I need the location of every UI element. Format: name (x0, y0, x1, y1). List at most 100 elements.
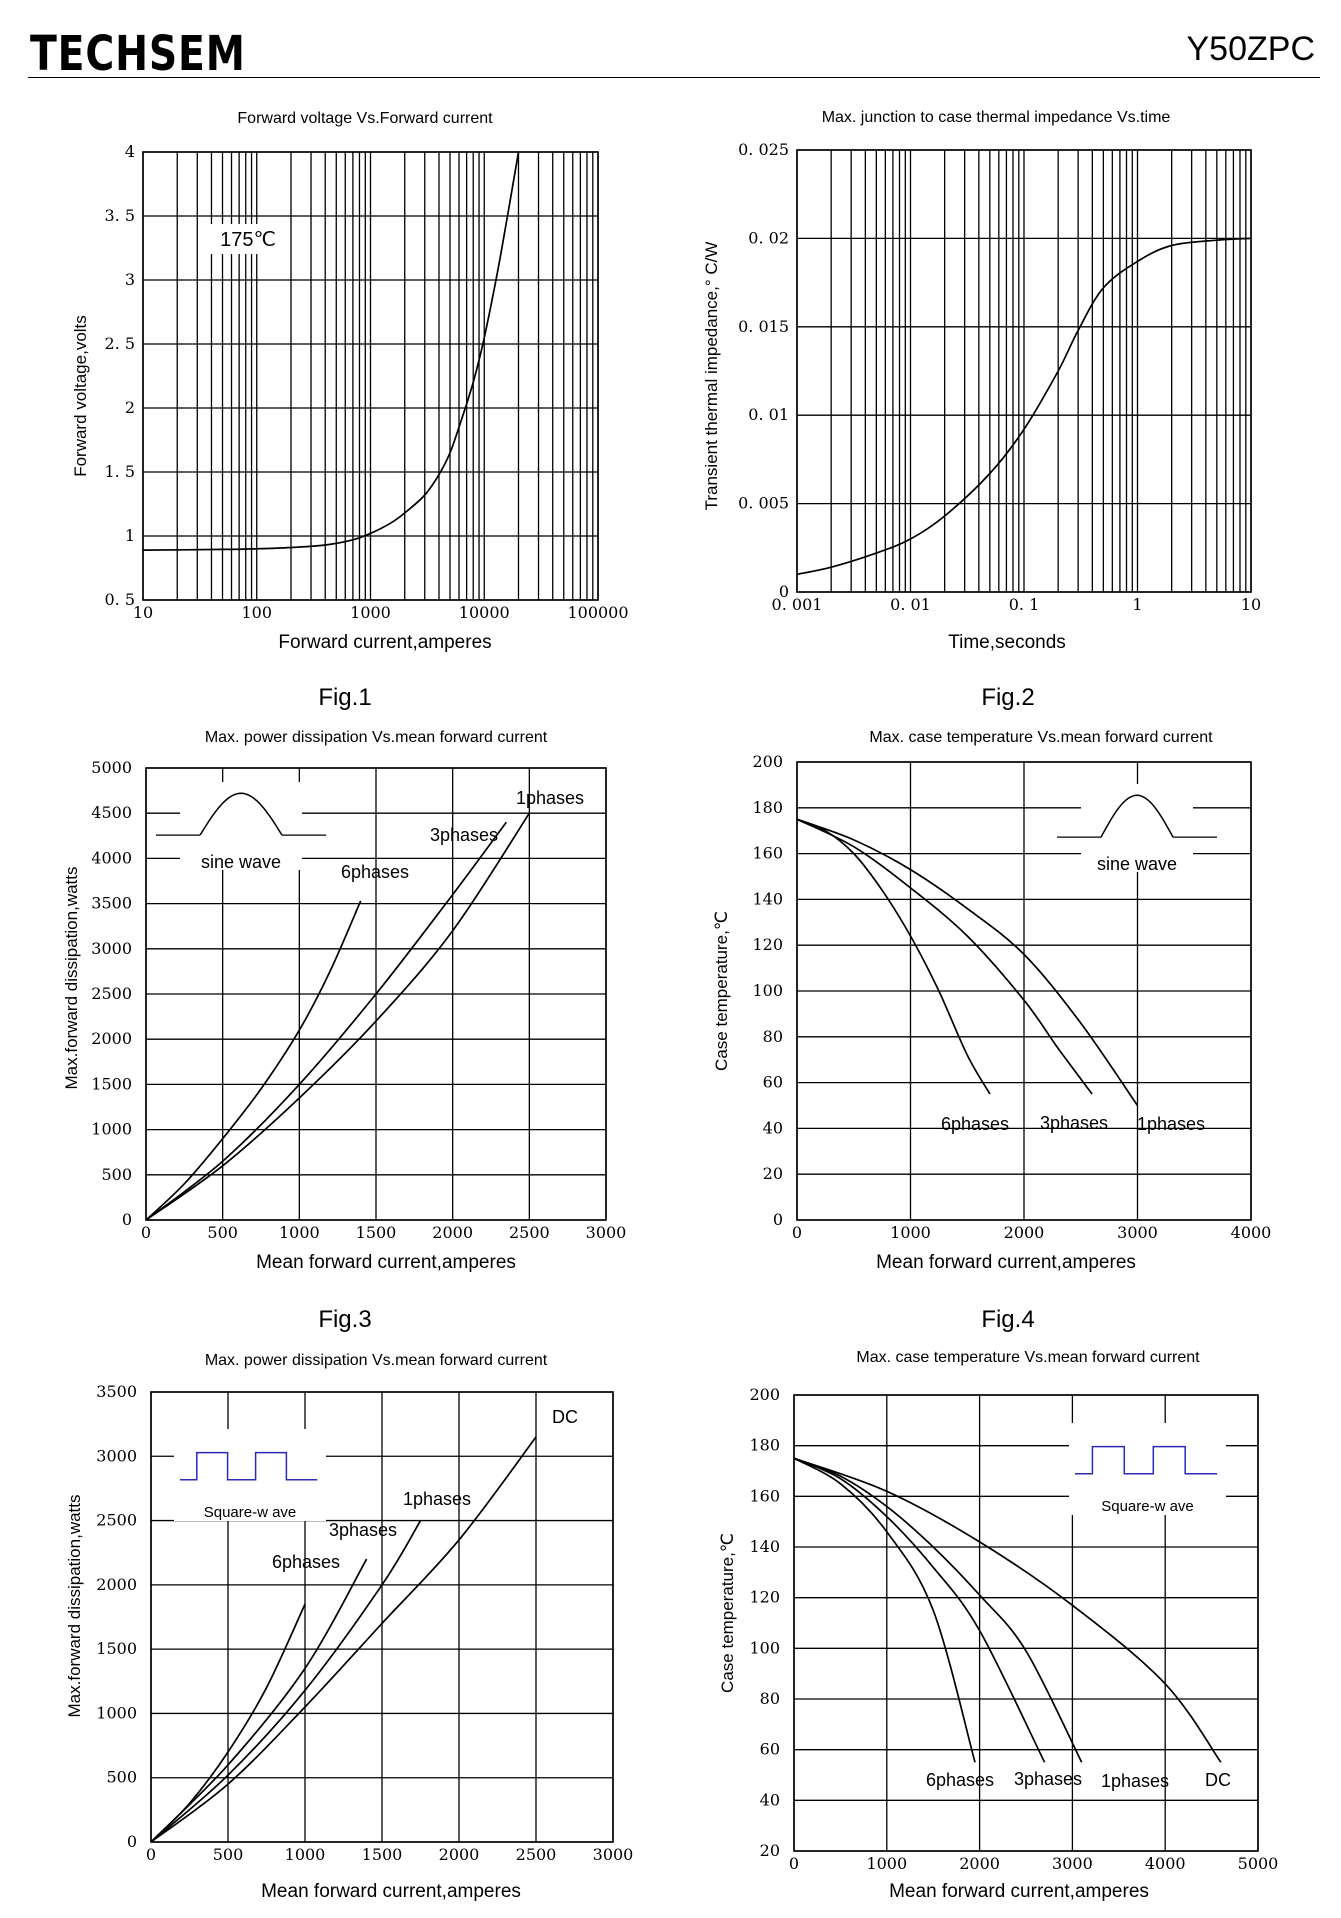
y-tick-label: 40 (760, 1790, 780, 1809)
chart-title: Forward voltage Vs.Forward current (237, 110, 493, 127)
x-tick-label: 4000 (1231, 1223, 1272, 1242)
x-tick-label: 3000 (1117, 1223, 1158, 1242)
x-tick-label: 0 (792, 1223, 802, 1242)
inset-background (1081, 784, 1193, 872)
series-label-3phases: 3phases (1014, 1769, 1082, 1789)
y-tick-label: 0 (122, 1210, 132, 1229)
series-label-6phases: 6phases (272, 1552, 340, 1572)
x-tick-label: 0 (146, 1845, 156, 1864)
plot-frame (142, 151, 599, 601)
figure-caption-2: Fig.2 (981, 684, 1035, 711)
y-tick-label: 160 (752, 844, 783, 863)
x-axis-label: Mean forward current,amperes (889, 1881, 1149, 1902)
square-wave-icon (180, 1451, 318, 1481)
x-tick-label: 0 (141, 1223, 151, 1242)
x-tick-label: 3000 (586, 1223, 627, 1242)
x-tick-label: 2000 (1004, 1223, 1045, 1242)
chart-case-temperature-square: 0 1000 2000 3000 4000 5000 20 40 60 80 100 120 140 16… (718, 1349, 1279, 1902)
series-label-3phases: 3phases (430, 825, 498, 845)
series-line-3phases (150, 1558, 368, 1843)
y-axis-label: Transient thermal impedance,° C/W (702, 242, 721, 511)
y-tick-label: 500 (106, 1768, 137, 1787)
inset-background (174, 1429, 326, 1521)
x-tick-label: 1500 (362, 1845, 403, 1864)
x-tick-label: 3000 (593, 1845, 634, 1864)
waveform-label: sine wave (201, 852, 281, 872)
series-label-1phases: 1phases (516, 788, 584, 808)
y-tick-label: 80 (760, 1689, 780, 1708)
x-tick-label: 10 (1241, 595, 1261, 614)
y-tick-label: 140 (749, 1537, 780, 1556)
sine-wave-icon (1100, 794, 1174, 838)
series-label-1phases: 1phases (403, 1489, 471, 1509)
x-tick-label: 0. 1 (1009, 595, 1040, 614)
y-tick-label: 0. 01 (748, 405, 789, 424)
series-label-3phases: 3phases (329, 1520, 397, 1540)
chart-title: Max. power dissipation Vs.mean forward c… (205, 1352, 548, 1369)
series-line-1phases (796, 818, 1139, 1106)
series-line-1 (142, 151, 520, 551)
x-tick-label: 0 (789, 1854, 799, 1873)
y-tick-label: 4 (125, 142, 135, 161)
chart-power-dissipation-square: 0 500 1000 1500 2000 2500 3000 0 500 1000 1500 2000… (65, 1352, 634, 1902)
y-tick-label: 1500 (91, 1074, 132, 1093)
y-tick-label: 3000 (91, 939, 132, 958)
x-tick-label: 1000 (279, 1223, 320, 1242)
sine-wave-icon (199, 792, 283, 836)
y-tick-label: 160 (749, 1486, 780, 1505)
grid (796, 149, 1252, 593)
x-tick-label: 1000 (350, 603, 391, 622)
series-line-1phases (793, 1457, 1083, 1763)
chart-title: Max. junction to case thermal impedance … (822, 109, 1171, 126)
y-tick-label: 4500 (91, 803, 132, 822)
x-tick-label: 4000 (1145, 1854, 1186, 1873)
series-label-6phases: 6phases (926, 1770, 994, 1790)
series-line-dc (150, 1436, 537, 1843)
y-tick-label: 60 (763, 1073, 783, 1092)
series-label-3phases: 3phases (1040, 1113, 1108, 1133)
y-tick-label: 0 (773, 1210, 783, 1229)
plot-frame (796, 149, 1252, 593)
x-tick-label: 0. 01 (890, 595, 931, 614)
x-tick-label: 2500 (516, 1845, 557, 1864)
x-tick-label: 1 (1132, 595, 1142, 614)
series-line-dc (793, 1457, 1222, 1763)
chart-title: Max. power dissipation Vs.mean forward c… (205, 729, 548, 746)
y-tick-label: 120 (752, 935, 783, 954)
y-tick-label: 20 (760, 1841, 780, 1860)
y-tick-label: 500 (101, 1165, 132, 1184)
plot-frame (793, 1394, 1259, 1852)
x-tick-label: 100 (241, 603, 272, 622)
series-line-3phases (145, 821, 507, 1221)
x-tick-label: 5000 (1238, 1854, 1279, 1873)
y-axis-label: Max.forward dissipation,watts (65, 1495, 84, 1718)
x-tick-label: 1000 (285, 1845, 326, 1864)
y-tick-label: 0 (127, 1832, 137, 1851)
x-tick-label: 1500 (356, 1223, 397, 1242)
inset-background (1069, 1423, 1226, 1515)
y-tick-label: 2500 (91, 984, 132, 1003)
plot-frame (150, 1391, 614, 1843)
y-tick-label: 180 (752, 798, 783, 817)
series-label-dc: DC (552, 1407, 578, 1427)
y-tick-label: 0. 5 (104, 590, 135, 609)
plot-frame (796, 761, 1252, 1221)
y-tick-label: 1 (125, 526, 135, 545)
annotation-background (208, 224, 288, 254)
y-axis-label: Forward voltage,volts (71, 315, 90, 477)
part-number: Y50ZPC (1186, 30, 1316, 68)
y-tick-label: 200 (749, 1385, 780, 1404)
series-line-1phases (145, 812, 531, 1221)
y-tick-label: 2. 5 (104, 334, 135, 353)
y-tick-label: 2000 (96, 1575, 137, 1594)
y-axis-label: Max.forward dissipation,watts (62, 867, 81, 1090)
y-axis-label: Case temperature,℃ (712, 911, 731, 1071)
x-tick-label: 10000 (459, 603, 510, 622)
chart-forward-voltage: 10 100 1000 10000 100000 0. 5 1 1. 5 2 2. 5 3 3. 5 4… (71, 110, 629, 653)
y-tick-label: 40 (763, 1118, 783, 1137)
waveform-inset: Square-w ave (1069, 1423, 1226, 1515)
x-axis-label: Mean forward current,amperes (261, 1881, 521, 1902)
series-label-1phases: 1phases (1137, 1114, 1205, 1134)
y-tick-label: 180 (749, 1436, 780, 1455)
x-tick-label: 10 (133, 603, 153, 622)
